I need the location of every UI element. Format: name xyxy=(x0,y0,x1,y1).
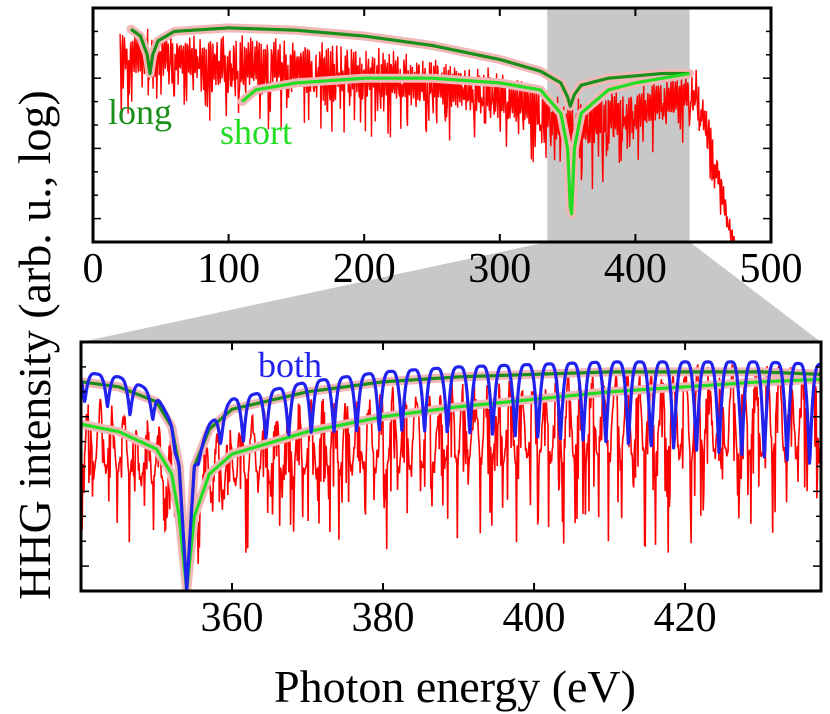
bottom-short-series xyxy=(81,377,821,591)
x-tick-label: 100 xyxy=(197,246,260,292)
top-y-ticks xyxy=(93,30,771,220)
top-panel: 0 100 200 300 400 500 long short xyxy=(83,6,803,292)
top-spectrum-series xyxy=(119,28,736,242)
x-tick-label: 400 xyxy=(604,246,667,292)
x-tick-label: 0 xyxy=(83,246,104,292)
top-short-series xyxy=(241,71,691,216)
y-axis-title: HHG intensity (arb. u., log) xyxy=(9,90,60,600)
x-tick-label: 400 xyxy=(503,595,566,641)
x-tick-label: 360 xyxy=(201,595,264,641)
short-label: short xyxy=(220,112,292,152)
zoom-connector xyxy=(81,242,821,342)
x-tick-label: 380 xyxy=(352,595,415,641)
both-label: both xyxy=(258,345,322,385)
x-tick-label: 500 xyxy=(740,246,803,292)
bottom-spectrum-series xyxy=(81,363,821,567)
x-axis-title: Photon energy (eV) xyxy=(274,661,636,712)
bottom-x-ticks: 360 380 400 420 xyxy=(201,342,717,641)
x-tick-label: 300 xyxy=(468,246,531,292)
bottom-both-series xyxy=(81,360,821,591)
top-x-ticks: 0 100 200 300 400 500 xyxy=(83,8,803,292)
x-tick-label: 200 xyxy=(333,246,396,292)
bottom-y-ticks xyxy=(81,366,821,567)
bottom-panel: 360 380 400 420 both xyxy=(79,340,823,641)
long-label: long xyxy=(108,92,172,132)
x-tick-label: 420 xyxy=(654,595,717,641)
top-long-series xyxy=(129,26,691,108)
